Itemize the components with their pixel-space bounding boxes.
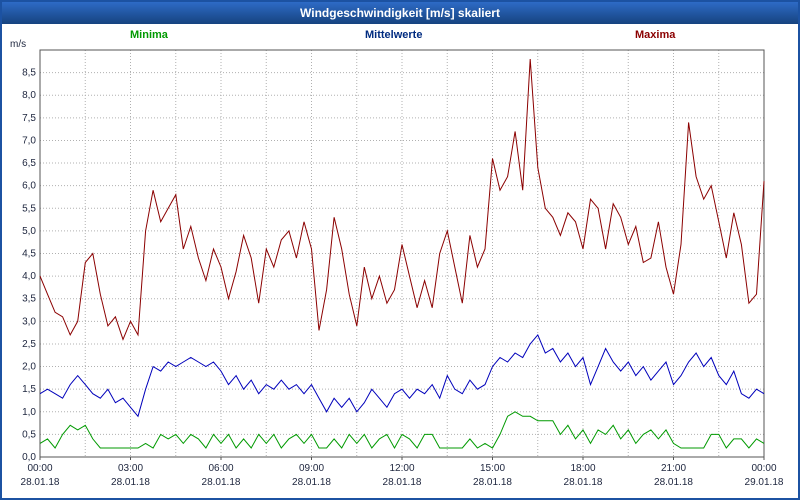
title-bar: Windgeschwindigkeit [m/s] skaliert [2, 2, 798, 24]
x-axis-date-label: 28.01.18 [654, 477, 693, 488]
y-axis-tick-label: 4,0 [22, 271, 36, 282]
chart-area: 0,0 0,5 1,0 1,5 2,0 2,5 3,0 3,5 4,0 4,5 5,0 5,5 6,0 6… [2, 24, 798, 498]
y-axis-tick-label: 2,5 [22, 339, 36, 350]
y-axis-tick-label: 5,0 [22, 226, 36, 237]
x-axis-date-label: 28.01.18 [111, 477, 150, 488]
legend-mittelwerte: Mittelwerte [365, 29, 423, 41]
y-axis-unit: m/s [10, 39, 27, 50]
x-axis-time-label: 21:00 [661, 463, 686, 474]
x-axis-time-label: 00:00 [751, 463, 776, 474]
x-axis-time-label: 18:00 [570, 463, 595, 474]
y-axis-tick-label: 5,5 [22, 203, 36, 214]
series-line-maxima [39, 58, 765, 341]
x-axis-time-label: 15:00 [480, 463, 505, 474]
x-axis-date-label: 28.01.18 [202, 477, 241, 488]
y-axis-tick-label: 6,0 [22, 181, 36, 192]
x-axis-date-label: 28.01.18 [383, 477, 422, 488]
x-axis-date-label: 28.01.18 [473, 477, 512, 488]
y-axis-tick-label: 3,5 [22, 294, 36, 305]
x-axis-date-label: 29.01.18 [745, 477, 784, 488]
legend-minima: Minima [130, 29, 168, 41]
x-axis-time-label: 03:00 [118, 463, 143, 474]
x-axis-time-label: 00:00 [27, 463, 52, 474]
series-line-mittelwerte [39, 333, 765, 418]
y-axis-tick-label: 6,5 [22, 158, 36, 169]
y-axis-tick-label: 4,5 [22, 249, 36, 260]
x-axis-time-label: 09:00 [299, 463, 324, 474]
chart-title: Windgeschwindigkeit [m/s] skaliert [300, 6, 500, 20]
wind-speed-plot: 0,0 0,5 1,0 1,5 2,0 2,5 3,0 3,5 4,0 4,5 5,0 5,5 6,0 6… [21, 49, 784, 488]
x-axis-date-label: 28.01.18 [292, 477, 331, 488]
y-axis-tick-label: 1,0 [22, 407, 36, 418]
y-axis-tick-label: 8,0 [22, 90, 36, 101]
y-axis-tick-label: 7,5 [22, 113, 36, 124]
y-axis-tick-label: 7,0 [22, 135, 36, 146]
y-axis-tick-label: 0,5 [22, 429, 36, 440]
series-line-minima [39, 411, 765, 450]
x-axis-time-label: 12:00 [389, 463, 414, 474]
y-axis-tick-label: 3,0 [22, 316, 36, 327]
x-axis-date-label: 28.01.18 [564, 477, 603, 488]
y-axis-tick-label: 8,5 [22, 68, 36, 79]
y-axis-tick-label: 2,0 [22, 362, 36, 373]
y-axis-tick-label: 1,5 [22, 384, 36, 395]
legend-maxima: Maxima [635, 29, 676, 41]
x-axis-date-label: 28.01.18 [21, 477, 60, 488]
y-axis-tick-label: 0,0 [22, 452, 36, 463]
x-axis-time-label: 06:00 [208, 463, 233, 474]
